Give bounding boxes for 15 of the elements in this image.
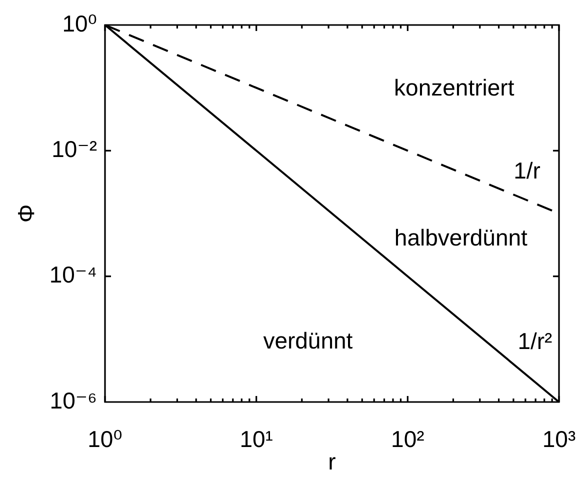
y-tick-label: 10⁻⁶ (50, 387, 97, 414)
y-tick-label: 10⁻² (52, 136, 98, 162)
series-label: 1/r² (518, 328, 553, 354)
annotation: halbverdünnt (394, 224, 528, 250)
y-tick-label: 10⁻⁴ (49, 262, 97, 288)
x-tick-label: 10² (391, 426, 425, 452)
x-axis-title: r (328, 448, 336, 475)
series-label: 1/r (514, 157, 541, 184)
y-tick-label: 10⁰ (62, 10, 97, 36)
x-tick-label: 10¹ (240, 426, 274, 452)
x-tick-label: 10⁰ (88, 426, 122, 452)
annotation: konzentriert (394, 74, 515, 100)
annotation: verdünnt (263, 327, 354, 354)
y-axis-title: Φ (13, 204, 40, 223)
x-tick-label: 10³ (542, 426, 576, 452)
